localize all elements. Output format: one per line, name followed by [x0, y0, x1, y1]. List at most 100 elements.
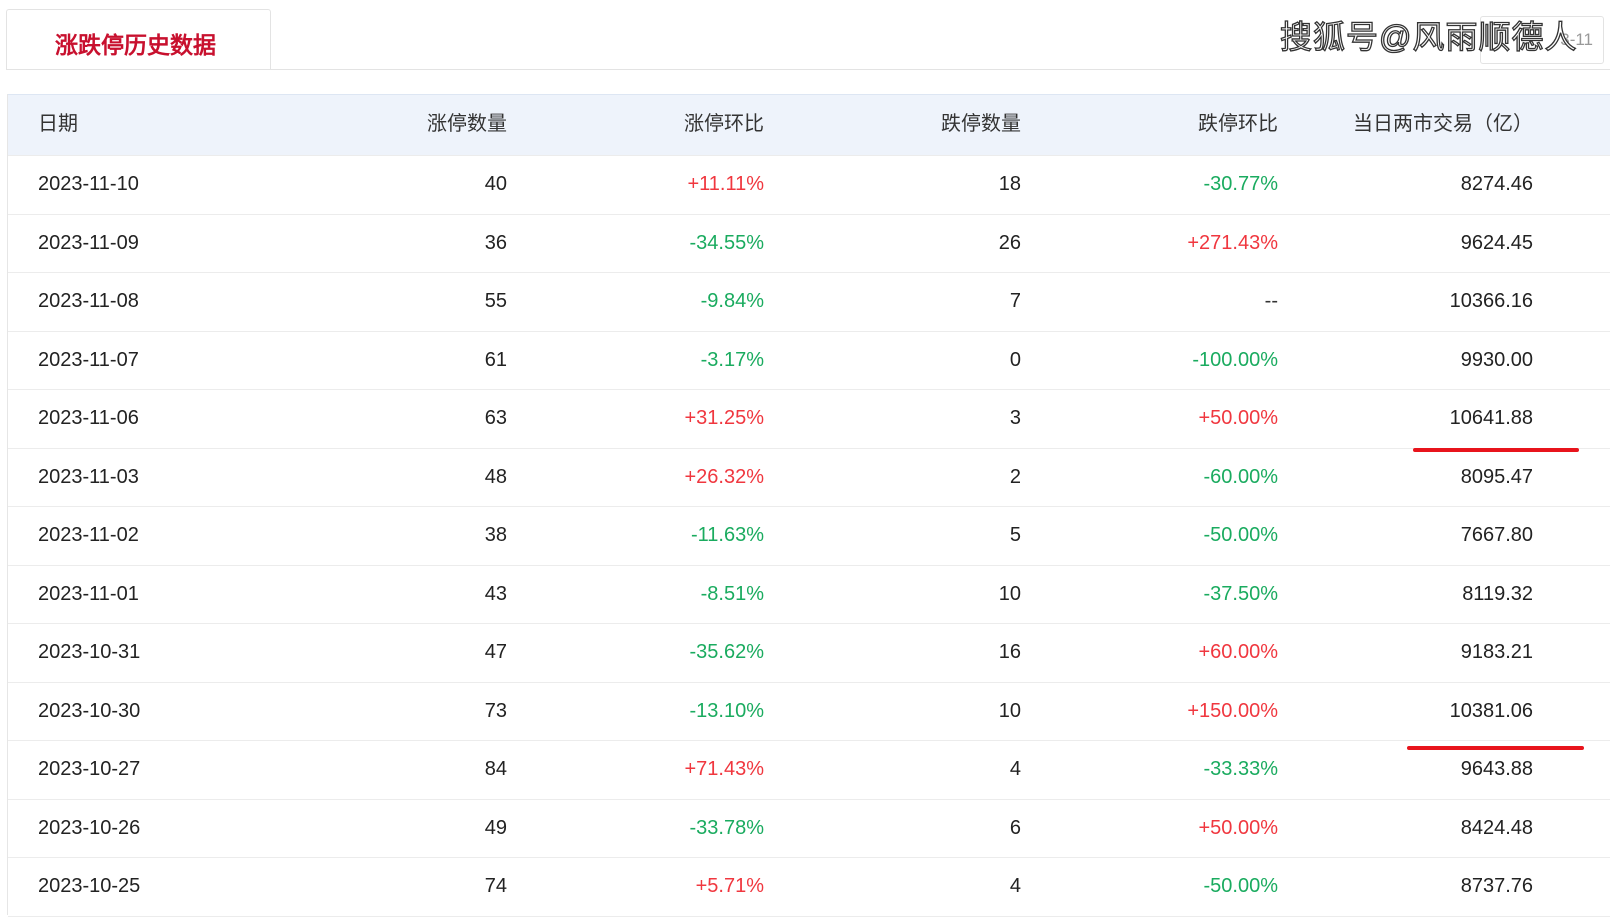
column-header: 涨停环比 — [684, 113, 764, 135]
value-cell: 8119.32 — [1462, 582, 1533, 605]
table-row: 2023-11-02 38 -11.63% 5 -50.00% 7667.80 — [8, 506, 1610, 566]
value-cell: 10381.06 — [1449, 699, 1533, 722]
value-cell: 48 — [484, 465, 507, 488]
date-picker[interactable]: 3-11 — [1480, 16, 1604, 64]
column-header: 涨停数量 — [427, 113, 507, 135]
tab[interactable]: 涨跌停历史数据 — [6, 9, 271, 70]
table-row: 2023-10-31 47 -35.62% 16 +60.00% 9183.21 — [8, 623, 1610, 683]
value-cell: 6 — [1009, 816, 1021, 839]
date-cell: 2023-11-10 — [38, 173, 139, 195]
value-cell: -34.55% — [689, 231, 765, 254]
table-row: 2023-11-03 48 +26.32% 2 -60.00% 8095.47 — [8, 448, 1610, 507]
column-header: 当日两市交易（亿） — [1353, 113, 1533, 135]
value-cell: -13.10% — [689, 699, 765, 722]
value-cell: +5.71% — [695, 875, 764, 897]
value-cell: -- — [1264, 290, 1278, 312]
date-cell: 2023-11-09 — [38, 231, 139, 254]
table-row: 2023-10-26 49 -33.78% 6 +50.00% 8424.48 — [8, 799, 1610, 858]
value-cell: 47 — [484, 641, 507, 663]
table-row: 2023-11-08 55 -9.84% 7 -- 10366.16 — [8, 272, 1610, 332]
value-cell: 63 — [484, 407, 507, 429]
value-cell: +60.00% — [1198, 641, 1278, 663]
value-cell: 10641.88 — [1449, 407, 1533, 429]
date-cell: 2023-10-27 — [38, 758, 141, 780]
value-cell: -8.51% — [700, 582, 764, 605]
value-cell: 49 — [484, 816, 507, 839]
column-header: 跌停环比 — [1198, 113, 1278, 135]
value-cell: -37.50% — [1203, 582, 1279, 605]
value-cell: 55 — [484, 290, 507, 312]
value-cell: +11.11% — [687, 173, 764, 195]
table-row: 2023-10-30 73 -13.10% 10 +150.00% 10381.06 — [8, 682, 1610, 741]
value-cell: 9624.45 — [1460, 231, 1533, 254]
value-cell: +50.00% — [1198, 816, 1278, 839]
value-cell: 74 — [484, 875, 507, 897]
table-header: 日期 涨停数量 涨停环比 跌停数量 跌停环比 当日两市交易（亿） — [8, 94, 1610, 156]
table-row: 2023-11-10 40 +11.11% 18 -30.77% 8274.46 — [8, 155, 1610, 215]
value-cell: -30.77% — [1203, 173, 1279, 195]
date-cell: 2023-11-07 — [38, 348, 139, 371]
value-cell: -11.63% — [690, 524, 764, 546]
column-header: 日期 — [38, 113, 78, 135]
value-cell: 8095.47 — [1460, 465, 1533, 488]
date-cell: 2023-11-08 — [38, 290, 139, 312]
value-cell: +150.00% — [1187, 699, 1278, 722]
divider — [6, 69, 1610, 70]
date-cell: 2023-10-30 — [38, 699, 141, 722]
watermark: 搜狐号@风雨顺德人 — [1279, 18, 1578, 55]
annotation-underline — [1407, 746, 1584, 750]
value-cell: 9643.88 — [1460, 758, 1533, 780]
value-cell: -33.33% — [1203, 758, 1279, 780]
value-cell: -9.84% — [700, 290, 764, 312]
value-cell: -33.78% — [689, 816, 765, 839]
value-cell: 8274.46 — [1460, 173, 1533, 195]
value-cell: -60.00% — [1203, 465, 1279, 488]
value-cell: 10 — [998, 699, 1021, 722]
value-cell: -100.00% — [1192, 348, 1278, 371]
column-header: 跌停数量 — [941, 113, 1021, 135]
value-cell: 16 — [998, 641, 1021, 663]
value-cell: 4 — [1009, 875, 1021, 897]
value-cell: 7 — [1009, 290, 1021, 312]
value-cell: 43 — [484, 582, 507, 605]
value-cell: 10366.16 — [1449, 290, 1533, 312]
date-cell: 2023-11-01 — [38, 582, 139, 605]
value-cell: -35.62% — [689, 641, 765, 663]
value-cell: 10 — [998, 582, 1021, 605]
date-cell: 2023-11-06 — [38, 407, 139, 429]
value-cell: 18 — [998, 173, 1021, 195]
date-cell: 2023-11-02 — [38, 524, 139, 546]
table-row: 2023-11-01 43 -8.51% 10 -37.50% 8119.32 — [8, 565, 1610, 624]
value-cell: 4 — [1009, 758, 1021, 780]
value-cell: 26 — [998, 231, 1021, 254]
value-cell: 9930.00 — [1460, 348, 1533, 371]
value-cell: 8737.76 — [1460, 875, 1533, 897]
value-cell: 7667.80 — [1460, 524, 1533, 546]
tab-title: 涨跌停历史数据 — [55, 32, 216, 58]
value-cell: 73 — [484, 699, 507, 722]
value-cell: 84 — [484, 758, 507, 780]
table-row: 2023-11-06 63 +31.25% 3 +50.00% 10641.88 — [8, 389, 1610, 449]
value-cell: 40 — [484, 173, 507, 195]
table: 日期 涨停数量 涨停环比 跌停数量 跌停环比 当日两市交易（亿） 2023-11-10 40 +… — [7, 94, 1610, 917]
date-text: 3-11 — [1560, 30, 1593, 49]
value-cell: +26.32% — [684, 465, 764, 488]
date-cell: 2023-10-26 — [38, 816, 141, 839]
value-cell: 3 — [1009, 407, 1021, 429]
value-cell: 2 — [1009, 465, 1021, 488]
value-cell: 5 — [1009, 524, 1021, 546]
table-row: 2023-10-27 84 +71.43% 4 -33.33% 9643.88 — [8, 740, 1610, 800]
value-cell: 9183.21 — [1460, 641, 1533, 663]
value-cell: 38 — [484, 524, 507, 546]
annotation-underline — [1413, 448, 1579, 452]
date-cell: 2023-10-25 — [38, 875, 141, 897]
value-cell: 36 — [484, 231, 507, 254]
value-cell: +50.00% — [1198, 407, 1278, 429]
date-cell: 2023-10-31 — [38, 641, 141, 663]
value-cell: 8424.48 — [1460, 816, 1533, 839]
value-cell: 0 — [1009, 348, 1021, 371]
value-cell: +271.43% — [1187, 231, 1278, 254]
table-row: 2023-11-09 36 -34.55% 26 +271.43% 9624.45 — [8, 214, 1610, 273]
value-cell: -50.00% — [1203, 875, 1279, 897]
